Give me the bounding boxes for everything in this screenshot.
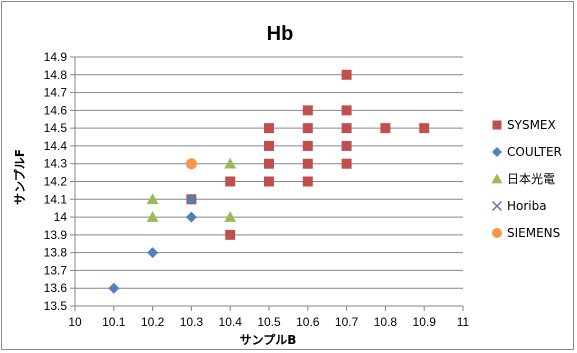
data-point-triangle <box>146 211 159 222</box>
data-point-diamond <box>147 247 159 259</box>
data-point-square <box>341 140 352 151</box>
y-tick-label: 14.9 <box>44 50 68 64</box>
data-point-diamond <box>108 282 120 294</box>
data-point-square <box>380 123 391 134</box>
x-tick-label: 10.7 <box>335 315 359 329</box>
data-point-square <box>264 176 274 187</box>
x-tick-label: 10 <box>68 315 82 329</box>
data-point-square <box>341 158 352 169</box>
x-tick-labels: 10 10.1 10.2 10.3 10.4 10.5 10.6 10.7 10.8 10.9 11 <box>68 315 469 329</box>
y-tick-label: 13.7 <box>44 263 68 277</box>
axis-layer <box>70 56 464 311</box>
x-tick-label: 11 <box>457 315 470 329</box>
data-point-triangle <box>224 211 237 222</box>
y-axis-title: サンプルF <box>12 149 27 205</box>
y-tick-label: 13.9 <box>44 228 68 242</box>
y-tick-label: 14.1 <box>44 192 68 206</box>
x-tick-label: 10.6 <box>296 315 320 329</box>
legend-marker-triangle <box>491 173 503 184</box>
x-tick-label: 10.4 <box>219 315 243 329</box>
y-tick-label: 13.6 <box>44 281 68 295</box>
x-tick-label: 10.1 <box>102 315 126 329</box>
data-point-square <box>302 176 313 187</box>
data-point-square <box>302 123 313 134</box>
y-tick-label: 14.5 <box>44 121 68 135</box>
data-point-square <box>264 140 274 151</box>
data-point-diamond <box>185 193 197 205</box>
legend-marker-diamond <box>492 147 502 157</box>
chart-title: Hb <box>267 23 294 45</box>
data-point-triangle <box>224 157 237 169</box>
y-tick-label: 14 <box>54 210 68 224</box>
x-tick-label: 10.2 <box>141 315 165 329</box>
data-point-triangle <box>146 193 159 205</box>
x-tick-label: 10.9 <box>413 315 437 329</box>
legend: SYSMEX COULTER 日本光電 Horiba SIEMENS <box>491 118 562 240</box>
y-tick-label: 14.2 <box>44 175 68 189</box>
legend-label: 日本光電 <box>507 172 555 186</box>
legend-marker-x <box>491 200 503 212</box>
x-axis-title: サンプルB <box>240 332 297 347</box>
data-point-square <box>225 176 236 187</box>
data-point-square <box>341 69 352 80</box>
y-tick-label: 14.7 <box>44 86 68 100</box>
x-tick-label: 10.3 <box>180 315 204 329</box>
data-points <box>108 69 430 294</box>
legend-label: Horiba <box>507 199 547 213</box>
data-point-square <box>341 123 352 134</box>
y-tick-label: 13.5 <box>44 299 68 313</box>
data-point-circle <box>185 158 197 170</box>
y-tick-label: 14.8 <box>44 68 68 82</box>
legend-label: SIEMENS <box>507 226 560 240</box>
x-tick-label: 10.5 <box>257 315 281 329</box>
data-point-square <box>341 105 352 116</box>
data-point-square <box>264 158 274 169</box>
legend-label: SYSMEX <box>507 118 556 132</box>
y-tick-label: 14.4 <box>44 139 68 153</box>
data-point-square <box>264 123 274 134</box>
y-tick-label: 14.6 <box>44 103 68 117</box>
legend-label: COULTER <box>507 145 562 159</box>
data-point-square <box>225 229 236 240</box>
x-tick-label: 10.8 <box>374 315 398 329</box>
data-point-square <box>302 158 313 169</box>
y-tick-label: 14.3 <box>44 157 68 171</box>
y-tick-labels: 13.5 13.6 13.7 13.8 13.9 14 14.1 14.2 14.3 14.4 14… <box>44 50 68 313</box>
legend-marker-square <box>492 120 502 130</box>
data-point-square <box>302 105 313 116</box>
y-tick-label: 13.8 <box>44 246 68 260</box>
data-point-square <box>302 140 313 151</box>
data-point-square <box>419 123 430 134</box>
legend-marker-circle <box>492 228 502 238</box>
data-point-diamond <box>185 211 197 223</box>
